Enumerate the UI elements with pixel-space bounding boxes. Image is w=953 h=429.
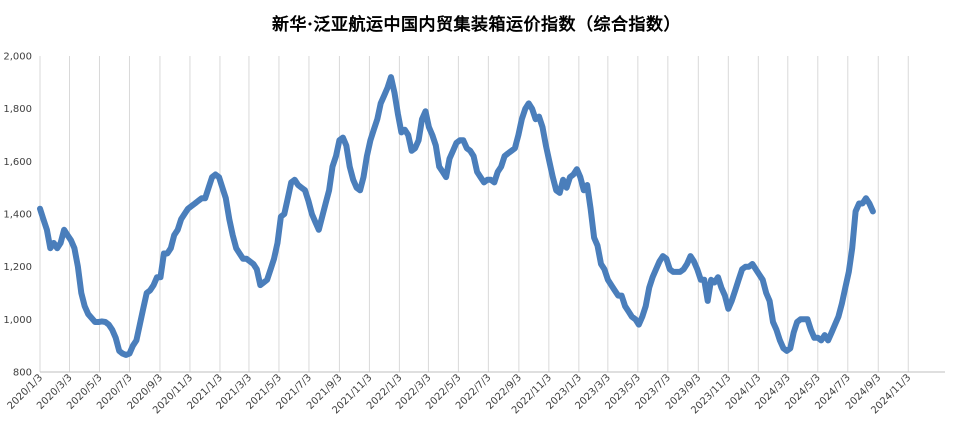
y-tick-label: 1,400: [3, 210, 32, 221]
y-axis-tick-labels: 800 1,000 1,200 1,400 1,600 1,800 2,000: [3, 52, 32, 379]
grid-lines: [39, 56, 909, 372]
x-axis-tick-labels: 2020/1/32020/3/32020/5/32020/7/32020/9/3…: [6, 372, 914, 416]
y-tick-label: 1,800: [3, 104, 32, 115]
chart-title: 新华·泛亚航运中国内贸集装箱运价指数（综合指数）: [272, 15, 681, 35]
y-tick-label: 1,600: [3, 157, 32, 168]
series-line: [37, 74, 876, 358]
y-tick-label: 800: [13, 368, 32, 379]
y-tick-label: 2,000: [3, 52, 32, 63]
y-tick-label: 1,200: [3, 262, 32, 273]
y-tick-label: 1,000: [3, 315, 32, 326]
series-layer: [37, 74, 876, 358]
